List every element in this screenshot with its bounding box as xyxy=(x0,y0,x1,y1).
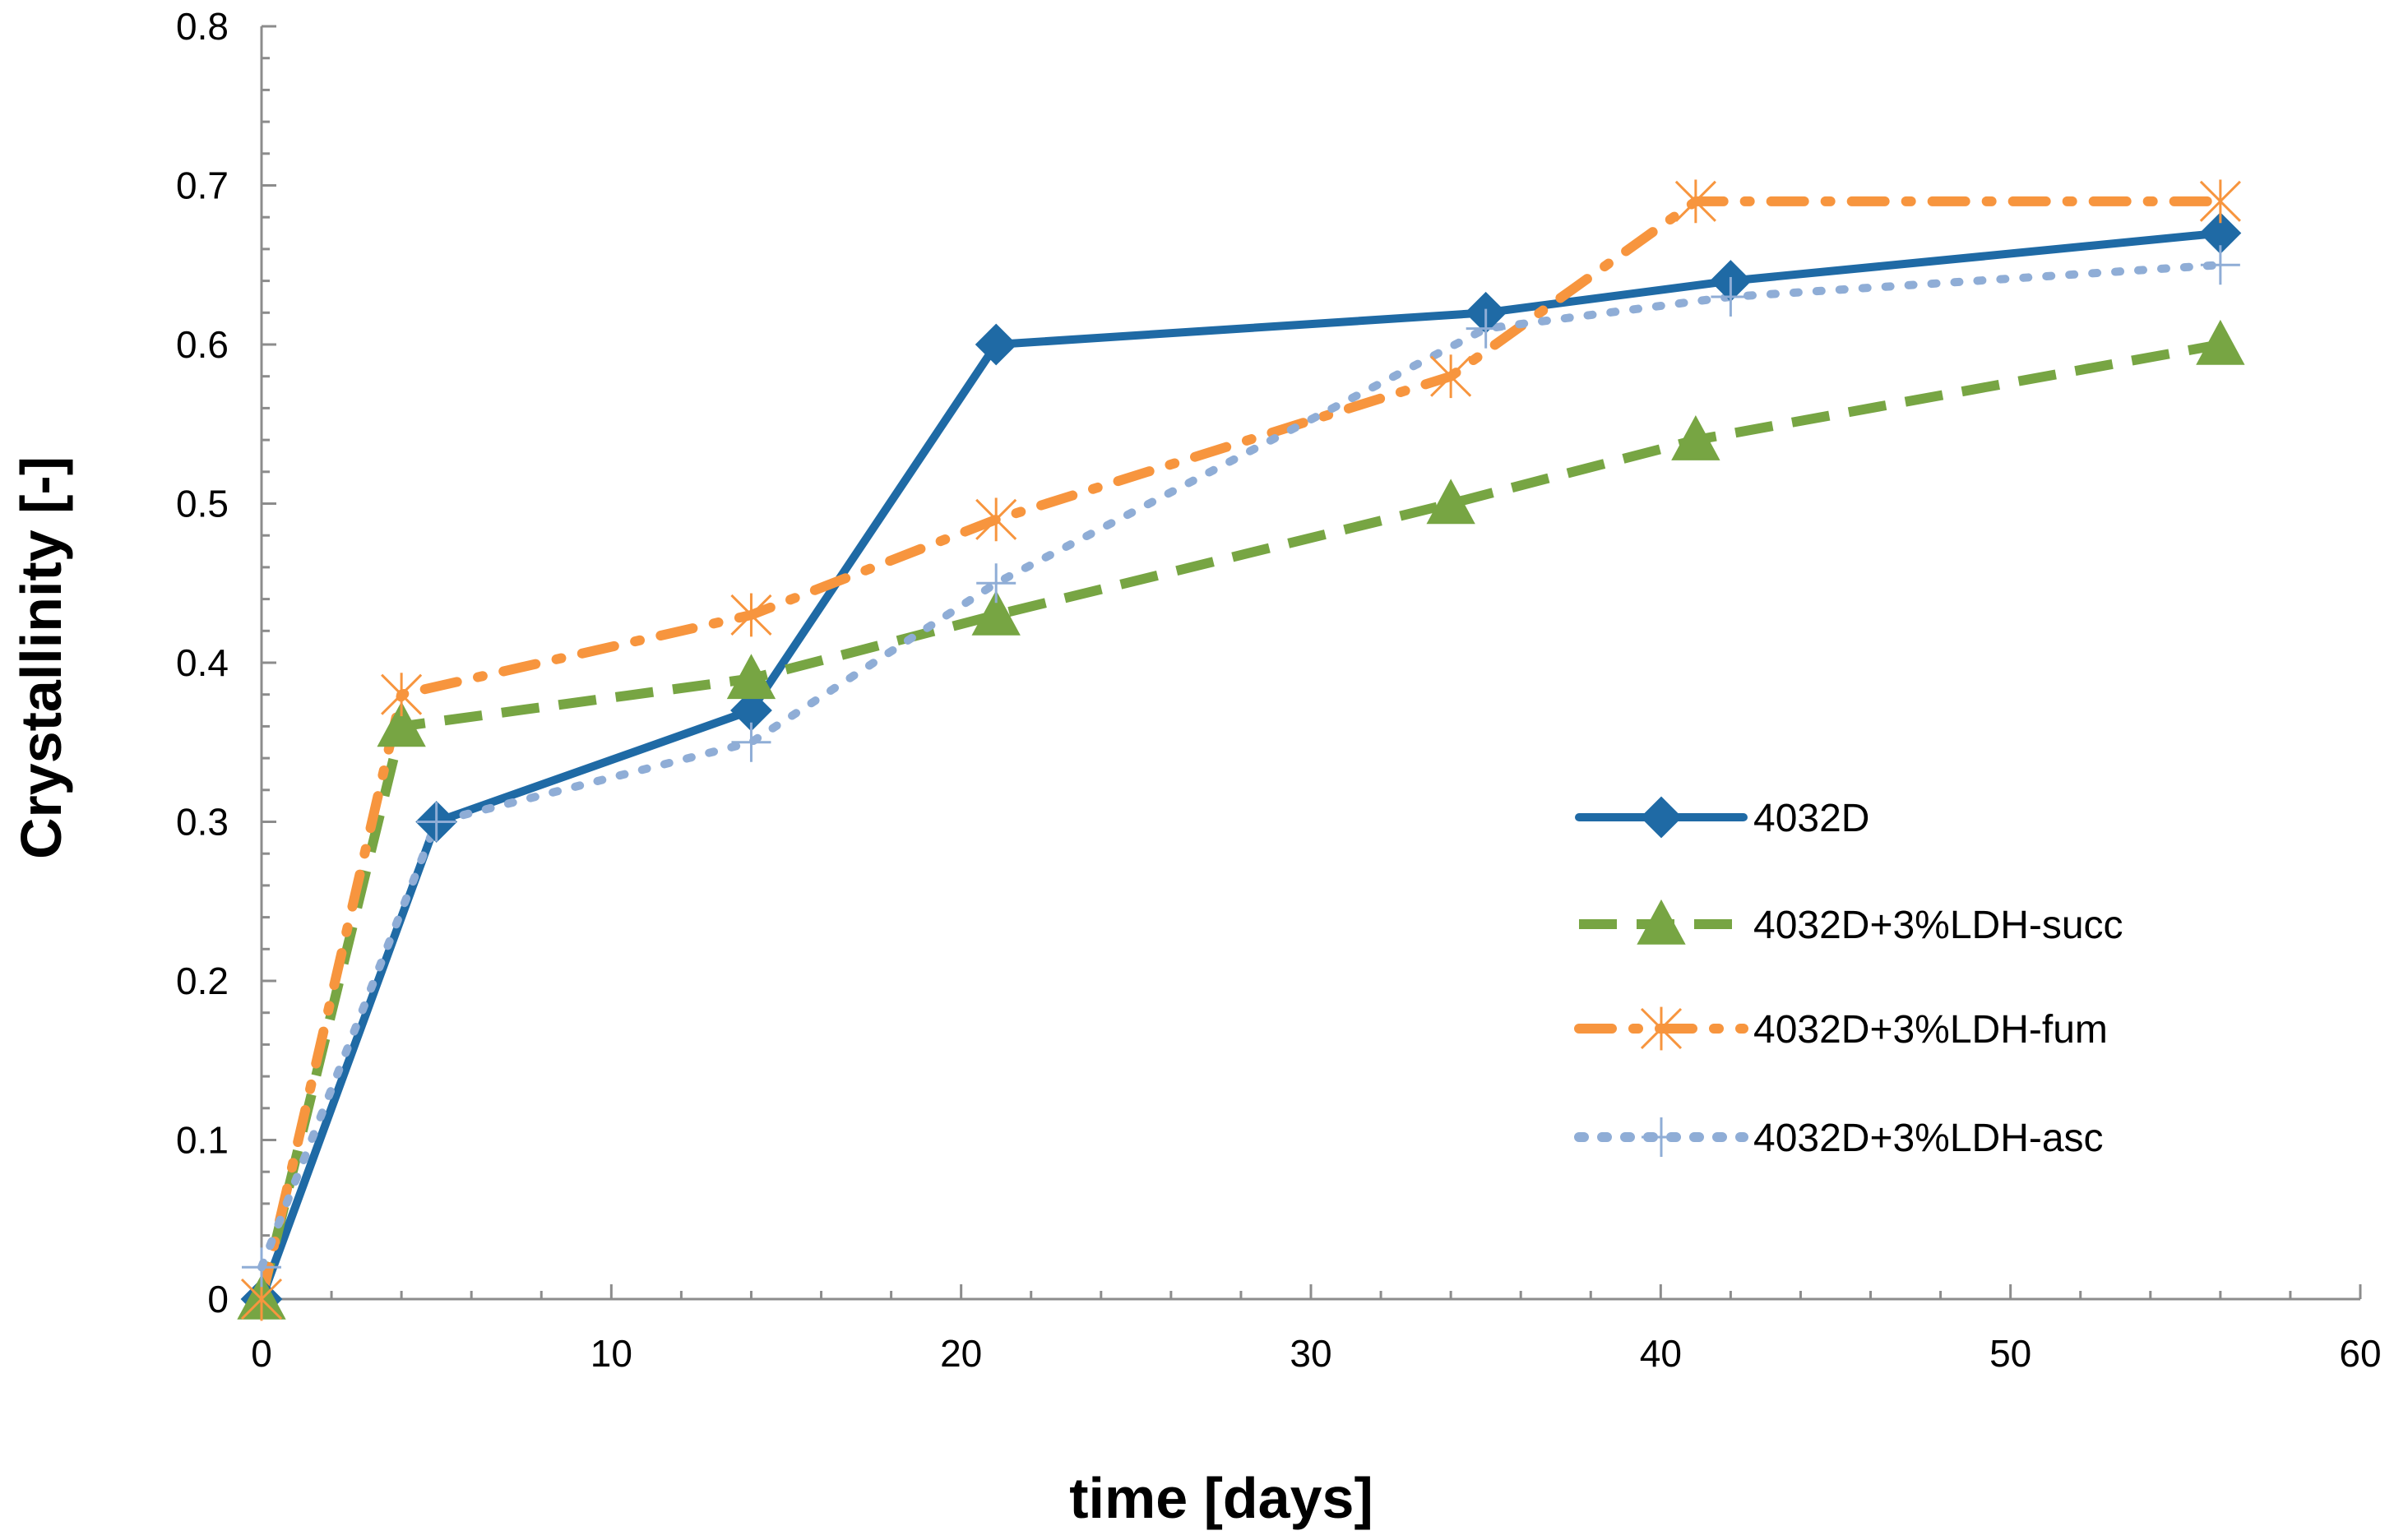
tick-labels: 0 0.1 0.2 0.3 0.4 0.5 0.6 0.7 0.8 0 10 20 30 40 50 60 xyxy=(176,5,2382,1375)
marker-legend-4032d-3-ldh-fum xyxy=(1640,1006,1683,1051)
marker-4032d-3-ldh-succ xyxy=(1671,414,1720,460)
marker-4032d-3-ldh-fum xyxy=(2199,179,2241,224)
marker-4032d-3-ldh-fum xyxy=(1674,179,1716,224)
y-tick-label: 0.7 xyxy=(176,164,229,207)
marker-4032d-3-ldh-succ xyxy=(1426,479,1475,525)
x-tick-label: 20 xyxy=(940,1332,982,1375)
legend-entry-4032d: 4032D xyxy=(1575,796,1869,840)
marker-4032d-3-ldh-succ xyxy=(971,590,1021,636)
legend-label: 4032D+3%LDH-succ xyxy=(1753,904,2123,947)
marker-4032d-3-ldh-asc xyxy=(731,722,771,762)
y-axis-title: Crystallinity [-] xyxy=(9,456,73,859)
legend-label: 4032D+3%LDH-fum xyxy=(1753,1008,2108,1052)
x-tick-label: 50 xyxy=(1989,1332,2031,1375)
x-axis-title: time [days] xyxy=(1069,1466,1373,1530)
marker-legend-4032d-3-ldh-asc xyxy=(1642,1117,1681,1157)
marker-4032d-3-ldh-asc xyxy=(2200,245,2240,285)
y-tick-label: 0.1 xyxy=(176,1119,229,1162)
y-tick-label: 0.6 xyxy=(176,323,229,366)
y-tick-label: 0.5 xyxy=(176,483,229,525)
legend-entry-4032d-3-ldh-succ: 4032D+3%LDH-succ xyxy=(1579,899,2123,947)
y-tick-label: 0.2 xyxy=(176,960,229,1002)
marker-4032d-3-ldh-succ xyxy=(377,701,426,747)
marker-4032d-3-ldh-asc xyxy=(416,802,456,842)
marker-4032d-3-ldh-asc xyxy=(976,563,1016,604)
x-tick-label: 30 xyxy=(1290,1332,1331,1375)
legend-entry-4032d-3-ldh-fum: 4032D+3%LDH-fum xyxy=(1574,1006,2108,1052)
y-tick-label: 0.4 xyxy=(176,641,229,684)
x-tick-label: 40 xyxy=(1640,1332,1682,1375)
marker-4032d-3-ldh-succ xyxy=(2196,319,2245,365)
marker-legend-4032d-3-ldh-succ xyxy=(1637,899,1686,945)
y-tick-label: 0.8 xyxy=(176,5,229,48)
marker-4032d-3-ldh-fum xyxy=(1430,354,1472,399)
x-tick-label: 60 xyxy=(2339,1332,2381,1375)
series-markers xyxy=(237,179,2245,1321)
marker-legend-4032d xyxy=(1640,796,1683,839)
axes xyxy=(260,25,2362,1301)
legend: 4032D 4032D+3%LDH-succ 4032D+3%LDH-fum 4032… xyxy=(1574,796,2123,1160)
marker-4032d-3-ldh-asc xyxy=(242,1247,281,1288)
y-tick-label: 0 xyxy=(207,1278,229,1320)
marker-4032d-3-ldh-fum xyxy=(730,593,772,637)
marker-4032d-3-ldh-fum xyxy=(975,497,1017,542)
y-tick-label: 0.3 xyxy=(176,801,229,844)
x-tick-label: 0 xyxy=(251,1332,272,1375)
marker-4032d xyxy=(975,323,1017,366)
marker-4032d-3-ldh-fum xyxy=(381,673,423,717)
marker-4032d-3-ldh-asc xyxy=(1711,276,1751,317)
x-tick-label: 10 xyxy=(590,1332,632,1375)
legend-label: 4032D xyxy=(1753,797,1869,840)
marker-4032d-3-ldh-asc xyxy=(1466,308,1506,349)
marker-4032d-3-ldh-succ xyxy=(726,654,776,700)
legend-label: 4032D+3%LDH-asc xyxy=(1753,1117,2104,1160)
legend-entry-4032d-3-ldh-asc: 4032D+3%LDH-asc xyxy=(1574,1117,2104,1160)
